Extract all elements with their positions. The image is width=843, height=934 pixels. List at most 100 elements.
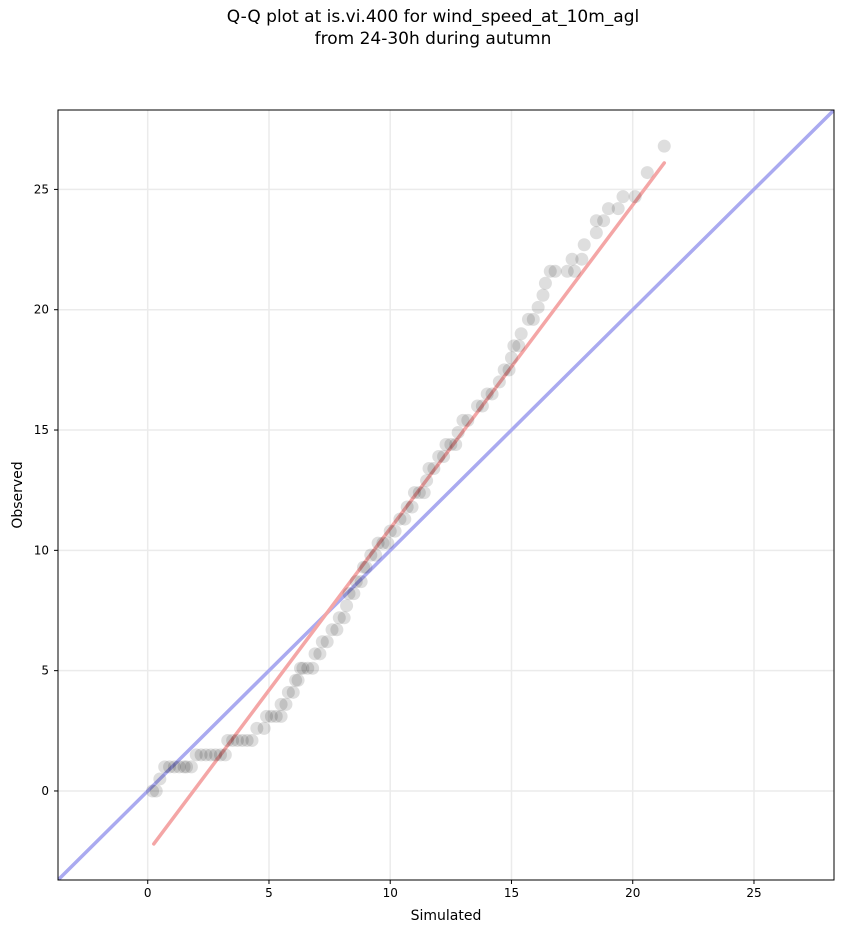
data-point bbox=[521, 312, 535, 326]
x-tick-label: 0 bbox=[144, 886, 152, 900]
data-point bbox=[337, 611, 351, 625]
data-point bbox=[153, 772, 167, 786]
data-point bbox=[357, 560, 371, 574]
y-axis-label: Observed bbox=[10, 461, 26, 528]
data-point bbox=[218, 748, 232, 762]
identity-line bbox=[58, 110, 834, 880]
data-point bbox=[565, 252, 579, 266]
data-point bbox=[597, 214, 611, 228]
data-point bbox=[369, 548, 383, 562]
data-point bbox=[306, 661, 320, 675]
y-tick-label: 15 bbox=[34, 423, 49, 437]
x-tick-label: 25 bbox=[746, 886, 761, 900]
data-point bbox=[531, 300, 545, 314]
data-point bbox=[342, 587, 356, 601]
data-point bbox=[209, 748, 223, 762]
x-tick-label: 15 bbox=[504, 886, 519, 900]
reference-lines bbox=[58, 110, 834, 880]
data-point bbox=[497, 363, 511, 377]
data-point bbox=[449, 437, 463, 451]
data-point bbox=[383, 524, 397, 538]
data-point bbox=[269, 709, 283, 723]
data-point bbox=[398, 512, 412, 526]
data-point bbox=[189, 748, 203, 762]
data-point bbox=[294, 661, 307, 675]
data-point bbox=[412, 486, 426, 500]
data-point bbox=[245, 733, 259, 747]
data-point bbox=[526, 312, 540, 326]
data-point bbox=[347, 587, 361, 601]
data-point bbox=[405, 500, 419, 514]
data-point bbox=[485, 387, 499, 401]
data-point bbox=[444, 437, 458, 451]
data-point bbox=[548, 264, 562, 278]
data-point bbox=[451, 425, 465, 439]
data-point bbox=[657, 139, 671, 153]
data-point bbox=[568, 264, 582, 278]
data-point bbox=[601, 202, 615, 216]
data-point bbox=[332, 611, 346, 625]
plot-area bbox=[57, 109, 835, 881]
data-point bbox=[437, 450, 451, 463]
data-point bbox=[471, 399, 485, 413]
data-point bbox=[393, 512, 407, 526]
grid bbox=[58, 110, 834, 880]
data-point bbox=[177, 760, 191, 774]
data-point bbox=[194, 748, 208, 762]
data-point bbox=[514, 327, 528, 341]
data-point bbox=[504, 351, 518, 365]
data-point bbox=[480, 387, 494, 401]
data-point bbox=[149, 784, 163, 798]
data-point bbox=[264, 709, 278, 723]
y-tick-label: 10 bbox=[34, 543, 49, 557]
data-point bbox=[296, 661, 310, 675]
data-point bbox=[512, 339, 526, 353]
data-point bbox=[281, 685, 295, 699]
data-point bbox=[492, 375, 506, 389]
data-point bbox=[279, 697, 293, 711]
chart-title: Q-Q plot at is.vi.400 for wind_speed_at_… bbox=[226, 7, 640, 49]
data-point bbox=[359, 560, 373, 574]
data-point bbox=[589, 214, 603, 228]
data-point bbox=[330, 623, 344, 637]
data-point bbox=[167, 760, 181, 774]
data-point bbox=[204, 748, 218, 762]
x-tick-label: 5 bbox=[265, 886, 273, 900]
data-points bbox=[146, 139, 671, 798]
fit-line bbox=[152, 161, 666, 846]
data-point bbox=[364, 548, 378, 562]
data-point bbox=[560, 264, 574, 278]
data-point bbox=[456, 413, 470, 427]
data-point bbox=[320, 635, 334, 649]
data-point bbox=[502, 363, 516, 377]
data-point bbox=[199, 748, 213, 762]
data-point bbox=[475, 399, 489, 413]
data-point bbox=[291, 673, 305, 687]
data-point bbox=[340, 599, 354, 613]
data-point bbox=[313, 647, 327, 661]
data-point bbox=[371, 536, 385, 550]
data-point bbox=[427, 462, 441, 476]
data-point bbox=[308, 647, 322, 661]
axis-ticks: 0 5 10 15 20 25 0 5 10 15 20 25 bbox=[34, 182, 762, 900]
data-point bbox=[432, 450, 446, 463]
data-point bbox=[577, 238, 591, 252]
data-point bbox=[381, 536, 395, 550]
data-point bbox=[226, 733, 240, 747]
data-point bbox=[420, 474, 434, 488]
y-tick-label: 5 bbox=[41, 664, 49, 678]
data-point bbox=[640, 166, 654, 180]
data-point bbox=[221, 733, 235, 747]
data-point bbox=[289, 673, 303, 687]
data-point bbox=[376, 536, 390, 550]
data-point bbox=[507, 339, 521, 353]
data-point bbox=[589, 226, 603, 240]
data-point bbox=[250, 721, 264, 735]
data-point bbox=[628, 190, 642, 204]
data-point bbox=[422, 462, 436, 476]
y-tick-label: 0 bbox=[41, 784, 49, 798]
data-point bbox=[325, 623, 339, 637]
data-point bbox=[315, 635, 329, 649]
data-point bbox=[349, 575, 363, 589]
